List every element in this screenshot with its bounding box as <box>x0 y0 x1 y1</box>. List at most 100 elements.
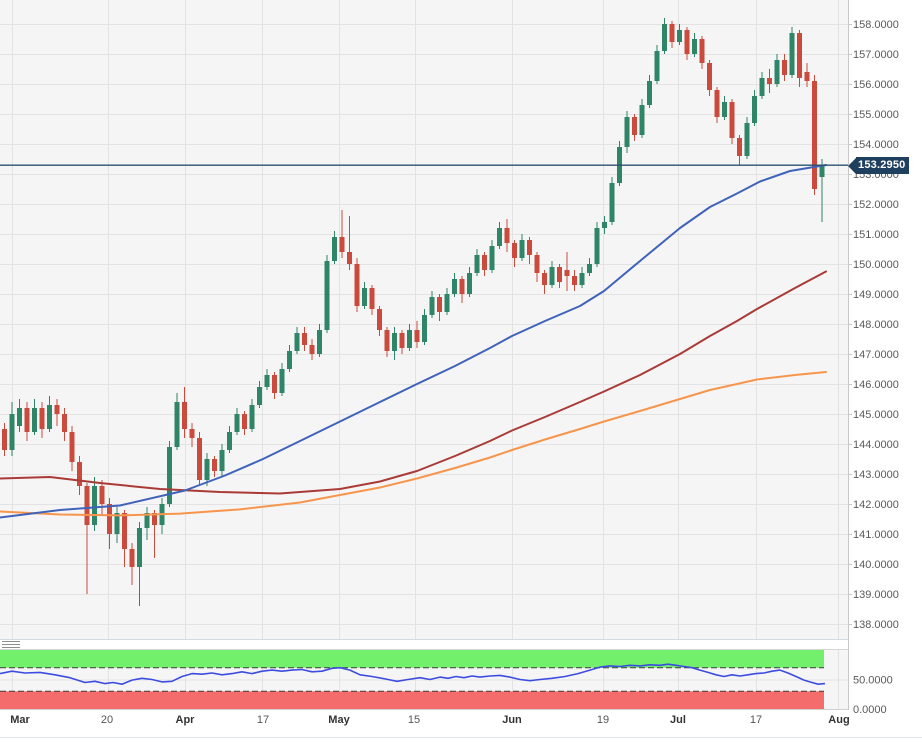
time-axis-label: 17 <box>257 714 269 726</box>
candle-down <box>699 39 705 63</box>
time-axis: Mar 20 Apr 17 May 15 Jun 19 Jul 17 Aug <box>10 714 849 726</box>
last-price-tag: 153.2950 <box>848 157 910 174</box>
last-price-value: 153.2950 <box>856 157 910 174</box>
candle-down <box>414 330 420 342</box>
candle-down <box>212 459 217 471</box>
candle-up <box>774 60 780 84</box>
price-axis-label: 154.0000 <box>853 139 899 151</box>
candle-up <box>287 351 292 369</box>
candle-up <box>452 279 457 294</box>
price-axis-label: 148.0000 <box>853 319 899 331</box>
candle-down <box>684 30 690 54</box>
candle-up <box>144 513 150 528</box>
candle-down <box>77 462 82 486</box>
candle-up <box>647 81 652 105</box>
candle-up <box>474 255 480 273</box>
candle-up <box>467 273 472 294</box>
candle-down <box>189 429 195 438</box>
candle-down <box>152 513 157 525</box>
candle-down <box>714 90 720 117</box>
candle-up <box>407 330 412 348</box>
price-axis: 158.0000 157.0000 156.0000 155.0000 154.0000… <box>848 19 899 631</box>
candle-down <box>39 408 45 429</box>
price-axis-label: 152.0000 <box>853 199 899 211</box>
candle-up <box>114 513 120 534</box>
candle-down <box>542 273 547 285</box>
time-axis-label: Aug <box>828 714 849 726</box>
candle-down <box>339 237 345 252</box>
candle-down <box>399 333 405 348</box>
candle-down <box>804 72 810 81</box>
rsi-pane[interactable] <box>0 649 848 710</box>
candle-up <box>819 165 825 177</box>
candle-up <box>332 237 337 261</box>
candle-down <box>99 486 105 504</box>
candle-down <box>534 255 540 273</box>
candle-down <box>369 288 375 309</box>
candle-up <box>429 297 435 315</box>
candle-down <box>272 375 277 393</box>
candle-down <box>182 402 187 429</box>
candle-up <box>624 117 630 147</box>
candle-up <box>444 294 450 312</box>
candle-down <box>384 330 390 351</box>
candle-up <box>324 261 330 330</box>
candle-down <box>482 255 487 270</box>
candle-down <box>572 276 577 285</box>
price-axis-label: 141.0000 <box>853 529 899 541</box>
rsi-line <box>0 663 826 685</box>
ma-slow-orange <box>0 371 827 517</box>
rsi-axis-label: 0.0000 <box>853 704 887 716</box>
price-axis-label: 149.0000 <box>853 289 899 301</box>
main-price-pane[interactable] <box>0 0 848 640</box>
candle-up <box>219 450 225 471</box>
time-axis-label: Apr <box>176 714 196 726</box>
candle-up <box>692 39 697 54</box>
price-axis-label: 150.0000 <box>853 259 899 271</box>
candle-up <box>92 486 97 525</box>
candle-down <box>309 345 315 354</box>
candle-up <box>677 30 682 42</box>
candle-up <box>489 246 495 270</box>
candle-down <box>107 504 112 534</box>
candle-up <box>294 333 300 351</box>
ma-mid-red <box>0 270 827 495</box>
candle-down <box>437 297 442 312</box>
candle-up <box>579 273 585 285</box>
candle-down <box>24 408 30 432</box>
price-axis-label: 143.0000 <box>853 469 899 481</box>
price-axis-label: 145.0000 <box>853 409 899 421</box>
candle-down <box>797 33 802 78</box>
rsi-axis-label: 50.0000 <box>853 675 893 687</box>
candle-up <box>594 228 600 264</box>
candle-up <box>257 387 262 405</box>
candle-down <box>632 117 637 135</box>
candle-down <box>527 240 532 255</box>
price-axis-label: 156.0000 <box>853 79 899 91</box>
candle-up <box>519 240 525 258</box>
candle-up <box>174 402 180 447</box>
price-axis-label: 144.0000 <box>853 439 899 451</box>
candle-up <box>654 51 660 81</box>
candle-up <box>392 333 397 351</box>
candle-up <box>752 96 757 123</box>
candle-up <box>602 222 607 228</box>
bottom-divider <box>0 737 922 738</box>
time-axis-label: 20 <box>101 714 113 726</box>
candle-up <box>47 405 52 429</box>
price-axis-label: 158.0000 <box>853 19 899 31</box>
pane-resize-grip-icon[interactable] <box>2 641 20 649</box>
candle-up <box>422 315 427 342</box>
candle-up <box>722 102 727 117</box>
last-price-tag-arrow-icon <box>848 157 856 174</box>
price-axis-label: 140.0000 <box>853 559 899 571</box>
candle-up <box>744 123 750 156</box>
candle-down <box>504 228 510 243</box>
candle-down <box>707 63 712 90</box>
candle-down <box>669 24 675 42</box>
time-axis-label: 15 <box>408 714 420 726</box>
price-axis-label: 138.0000 <box>853 619 899 631</box>
candle-up <box>264 375 270 387</box>
